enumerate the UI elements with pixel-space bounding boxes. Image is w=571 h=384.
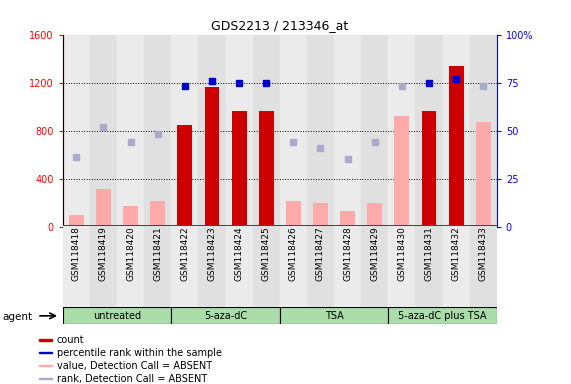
Bar [334, 225, 361, 309]
Text: GSM118418: GSM118418 [72, 226, 81, 281]
Bar [123, 206, 138, 227]
Bar [39, 339, 52, 341]
Bar [476, 122, 490, 227]
Bar [199, 35, 226, 227]
Bar [416, 35, 443, 227]
Text: GSM118421: GSM118421 [153, 226, 162, 281]
Text: GDS2213 / 213346_at: GDS2213 / 213346_at [211, 19, 348, 32]
Text: 5-aza-dC: 5-aza-dC [204, 311, 247, 321]
Text: TSA: TSA [325, 311, 343, 321]
Bar [171, 35, 199, 227]
Text: agent: agent [3, 312, 33, 322]
Text: GSM118422: GSM118422 [180, 226, 190, 281]
Bar [150, 201, 165, 227]
Text: GSM118428: GSM118428 [343, 226, 352, 281]
Bar [307, 225, 334, 309]
Bar [117, 225, 144, 309]
Bar [63, 225, 90, 309]
Bar [90, 225, 117, 309]
Text: untreated: untreated [93, 311, 141, 321]
Text: GSM118426: GSM118426 [289, 226, 298, 281]
FancyBboxPatch shape [63, 307, 171, 324]
Bar [416, 225, 443, 309]
Bar [361, 225, 388, 309]
Bar [117, 35, 144, 227]
Bar [90, 35, 117, 227]
Bar [69, 215, 84, 227]
Bar [313, 203, 328, 227]
Text: GSM118430: GSM118430 [397, 226, 407, 281]
Text: count: count [57, 335, 85, 345]
Bar [340, 211, 355, 227]
Bar [280, 35, 307, 227]
Text: GSM118419: GSM118419 [99, 226, 108, 281]
Bar [361, 35, 388, 227]
Bar [144, 225, 171, 309]
Bar [171, 225, 199, 309]
Text: rank, Detection Call = ABSENT: rank, Detection Call = ABSENT [57, 374, 207, 384]
Bar [204, 88, 219, 227]
Bar [178, 124, 192, 227]
Bar [334, 35, 361, 227]
Bar [232, 111, 247, 227]
Bar [286, 201, 301, 227]
Text: GSM118423: GSM118423 [207, 226, 216, 281]
Bar [144, 35, 171, 227]
Text: GSM118425: GSM118425 [262, 226, 271, 281]
Text: GSM118427: GSM118427 [316, 226, 325, 281]
Text: GSM118431: GSM118431 [424, 226, 433, 281]
Bar [96, 189, 111, 227]
Bar [63, 35, 90, 227]
Bar [470, 35, 497, 227]
Bar [280, 225, 307, 309]
FancyBboxPatch shape [280, 307, 388, 324]
Bar [449, 66, 464, 227]
Bar [199, 225, 226, 309]
Bar [39, 352, 52, 354]
Bar [388, 225, 415, 309]
Bar [259, 111, 274, 227]
Bar [226, 35, 252, 227]
Bar [470, 225, 497, 309]
Bar [252, 35, 280, 227]
Text: 5-aza-dC plus TSA: 5-aza-dC plus TSA [399, 311, 486, 321]
Text: percentile rank within the sample: percentile rank within the sample [57, 348, 222, 358]
Text: GSM118420: GSM118420 [126, 226, 135, 281]
FancyBboxPatch shape [388, 307, 497, 324]
Bar [367, 203, 382, 227]
Bar [39, 365, 52, 366]
Bar [307, 35, 334, 227]
Bar [388, 35, 415, 227]
Text: GSM118424: GSM118424 [235, 226, 244, 281]
Text: GSM118429: GSM118429 [370, 226, 379, 281]
Bar [443, 35, 469, 227]
Text: value, Detection Call = ABSENT: value, Detection Call = ABSENT [57, 361, 212, 371]
FancyBboxPatch shape [171, 307, 280, 324]
Text: GSM118432: GSM118432 [452, 226, 461, 281]
Bar [252, 225, 280, 309]
Text: GSM118433: GSM118433 [478, 226, 488, 281]
Bar [39, 378, 52, 379]
Bar [226, 225, 252, 309]
Bar [421, 111, 436, 227]
Bar [443, 225, 469, 309]
Bar [395, 116, 409, 227]
